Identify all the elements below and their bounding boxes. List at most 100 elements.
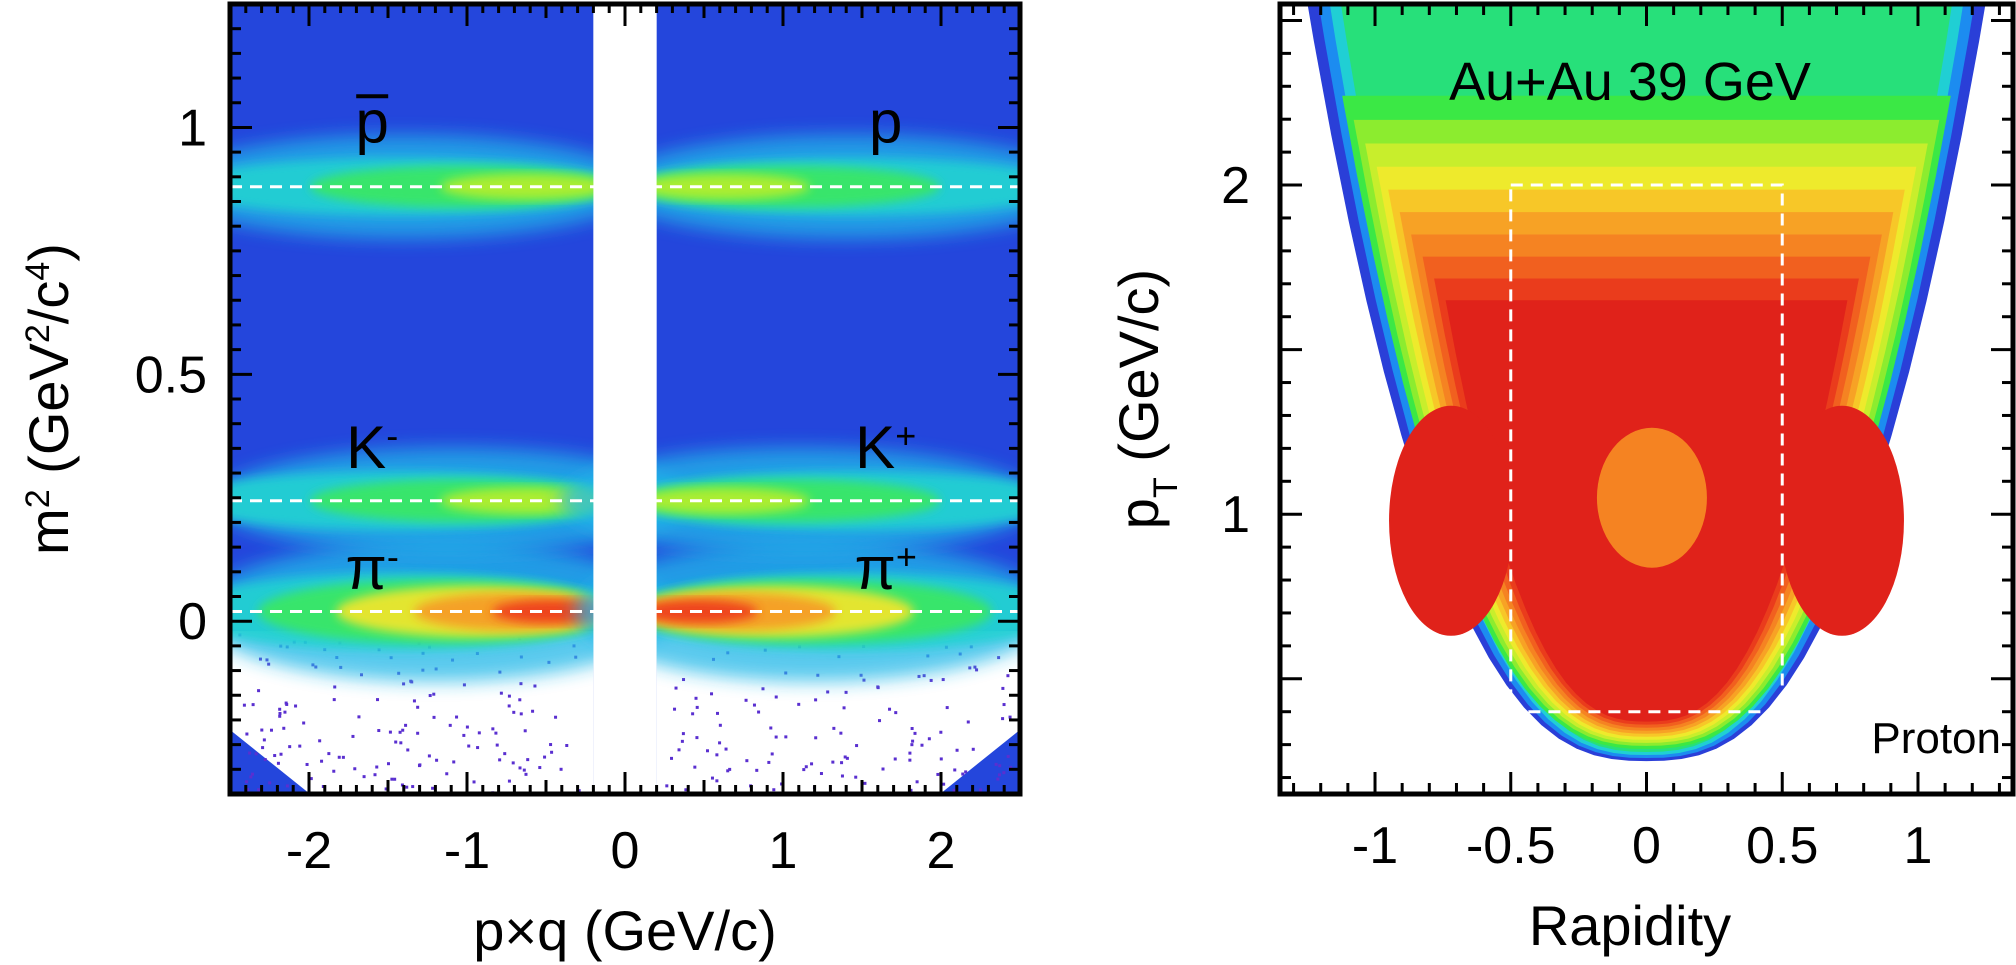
y-label-end: ) [17, 243, 80, 262]
x-tick-label: 0 [611, 822, 640, 880]
scatter-point [953, 768, 957, 772]
scatter-point [677, 748, 681, 752]
scatter-point [908, 751, 912, 755]
x-tick-label: -2 [286, 822, 332, 880]
left-axis-ticks: -2 -1 0 1 2 0 0.5 1 [135, 2, 1022, 880]
scatter-point [399, 741, 403, 745]
scatter-point [839, 731, 843, 735]
scatter-point [936, 772, 940, 776]
scatter-point [710, 692, 714, 696]
scatter-point [929, 678, 933, 682]
scatter-point [691, 712, 695, 716]
scatter-point [975, 668, 979, 672]
scatter-point [945, 706, 949, 710]
scatter-point [405, 785, 409, 789]
x-tick-label: 0 [1632, 817, 1661, 875]
scatter-point [477, 731, 481, 735]
scatter-point [283, 710, 287, 714]
scatter-point [1009, 766, 1013, 770]
scatter-point [260, 728, 264, 732]
scatter-point [772, 788, 776, 792]
scatter-point [431, 786, 435, 790]
scatter-point [680, 739, 684, 743]
scatter-point [524, 772, 528, 776]
scatter-point [718, 723, 722, 727]
scatter-point [285, 784, 289, 788]
scatter-point [288, 745, 292, 749]
scatter-point [922, 674, 926, 678]
scatter-point [757, 710, 761, 714]
scatter-point [910, 743, 914, 747]
scatter-point [810, 762, 814, 766]
scatter-point [251, 703, 255, 707]
scatter-point [819, 772, 823, 776]
scatter-point [263, 758, 267, 762]
scatter-point [452, 760, 456, 764]
scatter-point [832, 726, 836, 730]
scatter-point [462, 733, 466, 737]
scatter-point [462, 683, 466, 687]
scatter-point [472, 780, 476, 784]
scatter-point [248, 751, 252, 755]
scatter-point [910, 727, 914, 731]
scatter-point [390, 777, 394, 781]
scatter-point [549, 743, 553, 747]
scatter-point [744, 698, 748, 702]
scatter-point [332, 698, 336, 702]
scatter-point [278, 707, 282, 711]
scatter-point [665, 784, 669, 788]
scatter-point [428, 694, 432, 698]
p-band-level [636, 173, 810, 200]
scatter-point [894, 711, 898, 715]
scatter-point [863, 781, 867, 785]
scatter-point [941, 678, 945, 682]
yield-maximum-lobe [1779, 405, 1904, 636]
scatter-point [384, 787, 388, 791]
scatter-point [351, 734, 355, 738]
scatter-point [278, 711, 282, 715]
excluded-momentum-band [593, 4, 657, 794]
scatter-point [674, 686, 678, 690]
species-label-proton: Proton [1871, 714, 2001, 763]
label-charge: + [895, 415, 916, 456]
y-tick-label: 0.5 [135, 346, 207, 404]
scatter-point [427, 754, 431, 758]
scatter-point [1002, 771, 1006, 775]
right-axis-ticks: -1 -0.5 0 0.5 1 1 2 [1221, 4, 2013, 875]
scatter-point [309, 777, 313, 781]
scatter-point [467, 744, 471, 748]
yield-maximum-lobe [1389, 405, 1514, 636]
scatter-point [767, 760, 771, 764]
m2-vs-momentum-heatmap [230, 4, 1020, 794]
x-tick-label: -1 [444, 822, 490, 880]
scatter-point [298, 744, 302, 748]
scatter-point [393, 777, 397, 781]
scatter-point [881, 767, 885, 771]
scatter-point [491, 727, 495, 731]
scatter-point [831, 760, 835, 764]
scatter-point [971, 747, 975, 751]
scatter-point [377, 729, 381, 733]
scatter-point [715, 753, 719, 757]
scatter-point [373, 773, 377, 777]
y-label-sub: T [1147, 477, 1185, 498]
scatter-point [398, 730, 402, 734]
scatter-point [955, 748, 959, 752]
scatter-point [695, 705, 699, 709]
x-tick-label: -1 [1352, 817, 1398, 875]
scatter-point [465, 725, 469, 729]
scatter-point [979, 788, 983, 792]
scatter-point [939, 730, 943, 734]
left-reference-lines [230, 185, 1020, 614]
scatter-point [774, 735, 778, 739]
scatter-point [1008, 715, 1012, 719]
label-pbar: p [356, 88, 389, 155]
scatter-point [507, 694, 511, 698]
scatter-point [305, 762, 309, 766]
scatter-point [411, 785, 415, 789]
scatter-point [774, 695, 778, 699]
scatter-point [844, 690, 848, 694]
scatter-point [512, 710, 516, 714]
scatter-point [282, 726, 286, 730]
scatter-point [268, 781, 272, 785]
